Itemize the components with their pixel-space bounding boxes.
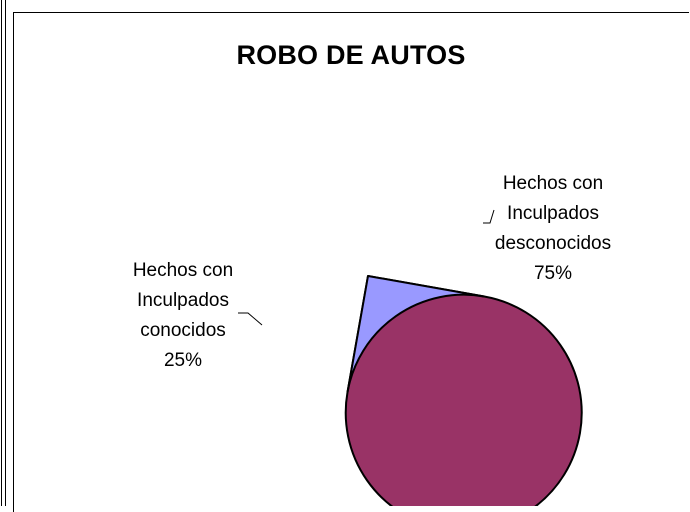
label-conocidos-line1: Hechos con: [133, 260, 233, 281]
label-conocidos-line2: Inculpados: [137, 290, 229, 311]
chart-title: ROBO DE AUTOS: [236, 40, 466, 70]
pie-slice-conocidos: [346, 275, 486, 394]
label-conocidos-line3: conocidos: [140, 320, 226, 341]
chart-area-frame: [13, 12, 689, 512]
label-desconocidos-line1: Hechos con: [503, 173, 603, 194]
left-border-line-2: [5, 0, 6, 506]
label-desconocidos-line2: Inculpados: [507, 203, 599, 224]
leader-line-desconocidos: [483, 209, 495, 224]
label-desconocidos-line3: desconocidos: [495, 233, 611, 254]
label-desconocidos-percent: 75%: [534, 263, 572, 284]
leader-line-conocidos: [238, 312, 263, 326]
pie-slice-desconocidos: [344, 275, 583, 506]
label-conocidos-percent: 25%: [164, 350, 202, 371]
left-border-line-1: [1, 0, 2, 506]
